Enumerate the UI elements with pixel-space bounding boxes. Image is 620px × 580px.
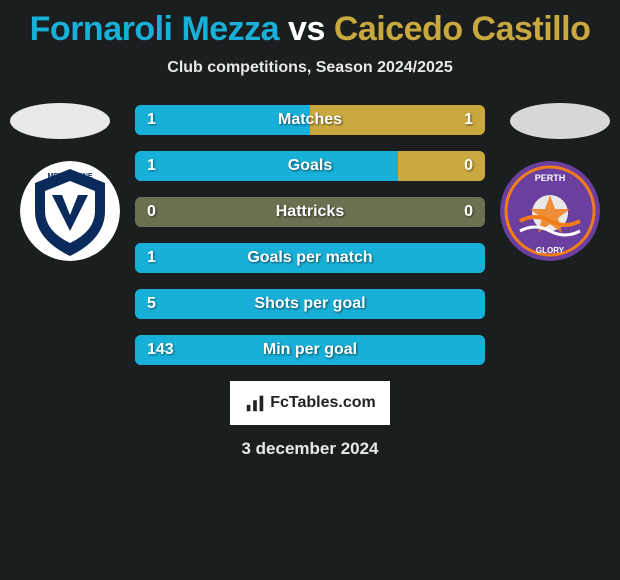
stat-label: Goals [135, 151, 485, 181]
stat-value-left: 1 [147, 105, 156, 135]
title-vs: vs [288, 10, 325, 48]
stat-rows: Matches11Goals10Hattricks00Goals per mat… [135, 105, 485, 381]
player-right-name: Caicedo Castillo [334, 10, 591, 48]
stat-row: Matches1 1 [135, 105, 485, 135]
stat-value-left: 5 [147, 289, 156, 319]
club-badge-right: PERTH GLORY [500, 161, 600, 261]
comparison-title: Fornaroli Mezza vs Caicedo Castillo [0, 0, 620, 49]
chart-area: MELBOURNE PERTH GLORY Matches11Goals10Ha… [0, 95, 620, 375]
svg-text:MELBOURNE: MELBOURNE [47, 173, 92, 180]
stat-value-right: 0 [464, 151, 473, 181]
stat-value-right: 0 [464, 197, 473, 227]
date-text: 3 december 2024 [0, 439, 620, 459]
logo-text: FcTables.com [270, 394, 376, 412]
melbourne-victory-icon: MELBOURNE [20, 161, 120, 261]
stat-label: Min per goal [135, 335, 485, 365]
stat-value-left: 1 [147, 243, 156, 273]
stat-value-left: 143 [147, 335, 174, 365]
stat-row: Goals1 0 [135, 151, 485, 181]
svg-text:PERTH: PERTH [535, 173, 566, 183]
player-left-name: Fornaroli Mezza [30, 10, 279, 48]
stat-label: Matches [135, 105, 485, 135]
stat-label: Hattricks [135, 197, 485, 227]
subtitle: Club competitions, Season 2024/2025 [0, 59, 620, 77]
stat-row: Hattricks0 0 [135, 197, 485, 227]
stat-value-right: 1 [464, 105, 473, 135]
player-photo-left [10, 103, 110, 139]
stat-row: Min per goal143 [135, 335, 485, 365]
stat-value-left: 0 [147, 197, 156, 227]
svg-text:GLORY: GLORY [536, 246, 565, 255]
bar-chart-icon [244, 392, 266, 414]
club-badge-left: MELBOURNE [20, 161, 120, 261]
stat-row: Shots per goal5 [135, 289, 485, 319]
stat-label: Goals per match [135, 243, 485, 273]
stat-value-left: 1 [147, 151, 156, 181]
stat-label: Shots per goal [135, 289, 485, 319]
fctables-logo: FcTables.com [230, 381, 390, 425]
player-photo-right [510, 103, 610, 139]
perth-glory-icon: PERTH GLORY [500, 161, 600, 261]
stat-row: Goals per match1 [135, 243, 485, 273]
